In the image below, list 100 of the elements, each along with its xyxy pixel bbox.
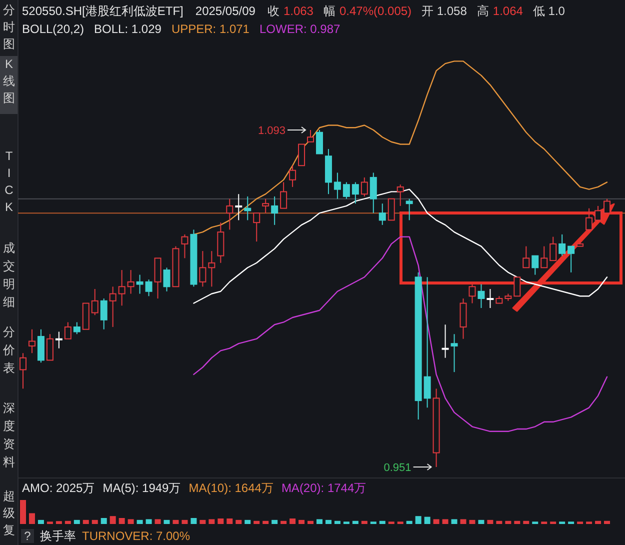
bar (128, 519, 134, 524)
bar (20, 500, 26, 524)
bar (182, 520, 188, 524)
candlestick (460, 298, 467, 340)
text: 超级复 (3, 489, 15, 537)
candlestick (271, 196, 278, 226)
bar (361, 520, 368, 524)
bar (92, 520, 98, 524)
candlestick (468, 284, 476, 304)
candlestick (586, 208, 593, 233)
candlestick (154, 258, 162, 299)
candlestick (388, 198, 395, 221)
candlestick (442, 324, 449, 358)
candlestick (316, 130, 323, 154)
bar (308, 520, 314, 524)
bar (118, 518, 125, 524)
bar (379, 520, 386, 524)
candlestick (558, 234, 566, 256)
candlestick (522, 246, 530, 268)
bar (172, 520, 179, 524)
chart-subtitle: 2025/05/09 (195, 4, 256, 18)
bar (82, 520, 89, 524)
bar (469, 520, 476, 524)
bar (154, 519, 161, 524)
candlestick (226, 198, 234, 230)
bar (190, 518, 197, 524)
bar (110, 516, 116, 524)
text: 分价表 (2, 325, 15, 375)
candlestick (163, 267, 170, 292)
candlestick (406, 198, 413, 221)
candlestick (199, 250, 206, 288)
bar (226, 518, 233, 524)
candlestick (136, 274, 144, 294)
candlestick (540, 246, 548, 268)
bar (208, 519, 215, 524)
text: 幅 (323, 4, 336, 18)
candlestick (100, 298, 108, 330)
bar (280, 520, 287, 524)
candlestick (280, 182, 288, 209)
annotation: 0.951 (384, 462, 412, 474)
text: 换手率 (40, 529, 76, 543)
text: 分时图 (3, 3, 15, 51)
bar (74, 520, 80, 524)
text: MA(20): 1744万 (281, 481, 366, 495)
candlestick (73, 322, 80, 335)
bar (496, 520, 502, 524)
candlestick (568, 246, 575, 273)
text: MA(10): 1644万 (188, 481, 274, 495)
text: 1.064 (492, 4, 524, 18)
bar (460, 519, 466, 524)
candlestick (64, 322, 72, 340)
bar (290, 518, 296, 524)
bar (406, 520, 412, 524)
candlestick (378, 203, 386, 226)
chart-title: 520550.SH[港股红利低波ETF] (22, 4, 184, 18)
candlestick (594, 205, 602, 221)
text: 收 (267, 4, 280, 18)
bar (487, 520, 494, 524)
text: ? (24, 529, 32, 543)
candlestick (28, 328, 36, 354)
candlestick (604, 198, 610, 214)
annotation: 1.093 (258, 125, 286, 137)
bar (200, 520, 206, 524)
candlestick (352, 182, 359, 204)
candlestick (118, 270, 126, 306)
candlestick (289, 165, 296, 188)
text: 低 1.0 (532, 4, 566, 18)
bar (56, 521, 62, 524)
bar (523, 520, 530, 524)
bar (262, 520, 269, 524)
candlestick (450, 334, 458, 373)
candlestick (91, 288, 98, 316)
bar (595, 520, 602, 524)
bar (38, 520, 44, 524)
bar (325, 520, 332, 524)
bar (64, 520, 71, 524)
candlestick (532, 255, 539, 276)
bar (334, 520, 340, 524)
candlestick (370, 172, 377, 214)
text: 高 (476, 4, 489, 18)
text: TICK (4, 149, 14, 214)
candlestick (244, 196, 252, 221)
bar (514, 520, 520, 524)
candlestick (424, 276, 431, 408)
bar (272, 520, 278, 524)
text: BOLL(20,2) (22, 22, 84, 36)
candlestick (478, 284, 485, 308)
chart-title: AMO: 2025万 (22, 481, 95, 495)
candlestick (109, 286, 116, 328)
candlestick (235, 194, 242, 221)
candlestick (550, 236, 557, 262)
bar (136, 520, 143, 524)
candlestick (253, 212, 260, 242)
bar (478, 520, 484, 524)
bar (218, 518, 224, 524)
candlestick (217, 222, 224, 264)
candlestick (37, 328, 44, 364)
text: 开 1.058 (422, 4, 468, 18)
candlestick (396, 184, 404, 206)
bar (442, 519, 448, 524)
